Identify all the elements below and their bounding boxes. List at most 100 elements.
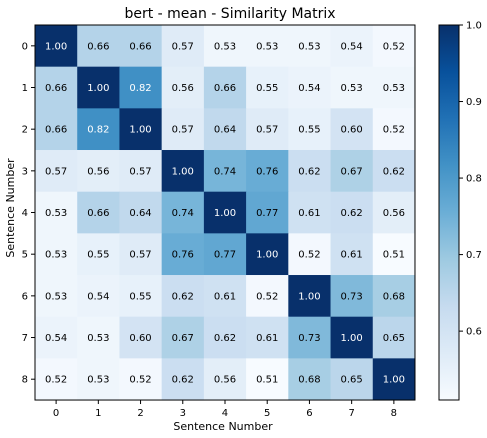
cell-value-label: 0.52: [45, 375, 67, 386]
cell-value-label: 1.00: [298, 291, 320, 302]
heatmap-cell-3-0: [35, 150, 78, 193]
heatmap-cell-7-7: [330, 316, 374, 359]
heatmap-cell-8-2: [119, 358, 163, 401]
heatmap-cell-1-1: [77, 66, 120, 109]
y-tick-label: 7: [22, 333, 28, 344]
cell-value-label: 0.54: [298, 83, 320, 94]
colorbar-tick-label: 1.0: [466, 21, 482, 32]
cell-value-label: 0.66: [87, 41, 109, 52]
heatmap-cell-2-0: [35, 108, 78, 151]
cell-value-label: 0.54: [45, 333, 67, 344]
x-axis-ticks: 0 1 2 3 4 5 6 7 8: [53, 400, 397, 419]
x-tick-label: 2: [137, 408, 143, 419]
heatmap-cell-6-3: [161, 275, 205, 318]
cell-value-label: 0.53: [214, 41, 236, 52]
heatmap-cell-7-1: [77, 316, 120, 359]
cell-value-label: 0.74: [214, 166, 236, 177]
heatmap-cell-7-4: [203, 316, 247, 359]
heatmap-cell-5-7: [330, 233, 374, 276]
cell-value-label: 0.53: [383, 83, 405, 94]
y-tick-label: 2: [22, 125, 28, 136]
heatmap-cell-0-2: [119, 25, 163, 68]
heatmap-cell-5-6: [288, 233, 332, 276]
y-tick-label: 3: [22, 166, 28, 177]
heatmap-cell-2-5: [246, 108, 289, 151]
heatmap-cell-8-6: [288, 358, 332, 401]
cell-value-label: 1.00: [172, 166, 194, 177]
heatmap-cell-1-5: [246, 66, 289, 109]
cell-value-label: 0.52: [129, 375, 151, 386]
heatmap-cell-7-5: [246, 316, 289, 359]
colorbar-tick-label: 0.7: [466, 250, 482, 261]
cell-value-label: 1.00: [45, 41, 67, 52]
heatmap-cell-0-0: [35, 25, 78, 68]
heatmap-cell-4-6: [288, 191, 332, 234]
cell-value-label: 0.53: [87, 333, 109, 344]
cell-value-label: 0.52: [298, 250, 320, 261]
heatmap-cell-4-3: [161, 191, 205, 234]
cell-value-label: 0.51: [256, 375, 278, 386]
heatmap-cell-8-8: [372, 358, 416, 401]
colorbar-tick-label: 0.9: [466, 97, 482, 108]
cell-value-label: 0.73: [298, 333, 320, 344]
cell-value-label: 0.55: [129, 291, 151, 302]
cell-value-label: 0.53: [256, 41, 278, 52]
x-tick-label: 4: [222, 408, 228, 419]
cell-value-label: 0.52: [256, 291, 278, 302]
heatmap-cell-5-5: [246, 233, 289, 276]
cell-value-label: 0.62: [383, 166, 405, 177]
heatmap-cell-4-4: [203, 191, 247, 234]
heatmap-cell-4-5: [246, 191, 289, 234]
heatmap-cell-8-7: [330, 358, 374, 401]
y-tick-label: 0: [22, 41, 28, 52]
cell-value-label: 0.52: [383, 125, 405, 136]
y-tick-label: 5: [22, 250, 28, 261]
cell-value-label: 0.57: [45, 166, 67, 177]
heatmap-cell-5-8: [372, 233, 416, 276]
heatmap-cell-4-1: [77, 191, 120, 234]
cell-value-label: 1.00: [129, 125, 151, 136]
cell-value-label: 1.00: [256, 250, 278, 261]
heatmap-cell-8-5: [246, 358, 289, 401]
cell-value-label: 0.55: [256, 83, 278, 94]
x-tick-label: 0: [53, 408, 59, 419]
cell-value-label: 0.53: [298, 41, 320, 52]
y-tick-label: 4: [22, 208, 28, 219]
cell-value-label: 0.56: [214, 375, 236, 386]
heatmap-cell-5-0: [35, 233, 78, 276]
heatmap-cell-1-2: [119, 66, 163, 109]
heatmap-cell-7-0: [35, 316, 78, 359]
x-axis-label: Sentence Number: [173, 420, 273, 433]
heatmap-cell-6-8: [372, 275, 416, 318]
heatmap-cell-2-8: [372, 108, 416, 151]
cell-value-label: 0.76: [256, 166, 278, 177]
colorbar: [438, 24, 460, 401]
cell-value-label: 0.64: [129, 208, 151, 219]
heatmap-cell-7-8: [372, 316, 416, 359]
y-tick-label: 1: [22, 83, 28, 94]
heatmap-cell-1-0: [35, 66, 78, 109]
heatmap-cell-6-1: [77, 275, 120, 318]
heatmap-cell-3-3: [161, 150, 205, 193]
heatmap-cell-2-2: [119, 108, 163, 151]
heatmap-cell-0-6: [288, 25, 332, 68]
cell-value-label: 0.66: [87, 208, 109, 219]
cell-value-label: 0.57: [129, 250, 151, 261]
cell-value-label: 0.54: [87, 291, 109, 302]
heatmap-cell-3-5: [246, 150, 289, 193]
heatmap-cell-0-8: [372, 25, 416, 68]
heatmap-cell-6-5: [246, 275, 289, 318]
cell-value-label: 0.82: [129, 83, 151, 94]
cell-value-label: 0.53: [45, 208, 67, 219]
cell-value-label: 1.00: [383, 375, 405, 386]
cell-value-label: 0.65: [383, 333, 405, 344]
heatmap-cell-2-3: [161, 108, 205, 151]
cell-value-label: 0.61: [341, 250, 363, 261]
cell-value-label: 0.62: [341, 208, 363, 219]
cell-value-label: 0.57: [172, 125, 194, 136]
heatmap-cell-4-0: [35, 191, 78, 234]
cell-value-label: 0.60: [341, 125, 363, 136]
cell-value-label: 1.00: [87, 83, 109, 94]
heatmap-cell-0-4: [203, 25, 247, 68]
x-tick-label: 7: [348, 408, 354, 419]
